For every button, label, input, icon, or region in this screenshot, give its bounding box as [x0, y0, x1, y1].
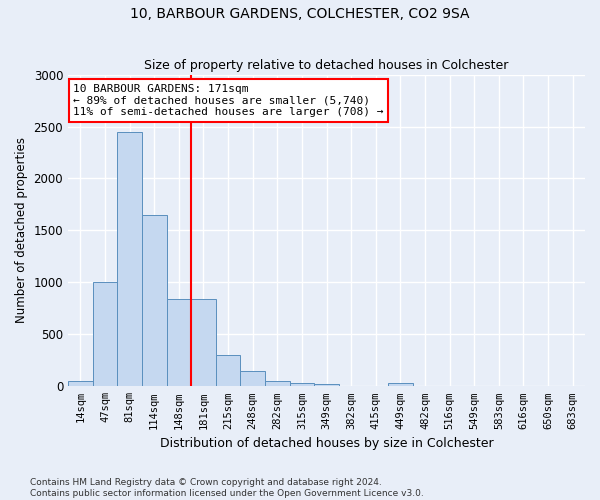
X-axis label: Distribution of detached houses by size in Colchester: Distribution of detached houses by size …: [160, 437, 493, 450]
Text: Contains HM Land Registry data © Crown copyright and database right 2024.
Contai: Contains HM Land Registry data © Crown c…: [30, 478, 424, 498]
Bar: [92, 282, 117, 387]
Bar: [388, 383, 413, 386]
Bar: [117, 132, 142, 386]
Bar: [314, 384, 339, 386]
Bar: [142, 215, 167, 386]
Bar: [216, 355, 241, 386]
Bar: [167, 299, 191, 386]
Y-axis label: Number of detached properties: Number of detached properties: [15, 138, 28, 324]
Bar: [68, 380, 92, 386]
Bar: [241, 370, 265, 386]
Text: 10 BARBOUR GARDENS: 171sqm
← 89% of detached houses are smaller (5,740)
11% of s: 10 BARBOUR GARDENS: 171sqm ← 89% of deta…: [73, 84, 384, 117]
Bar: [265, 380, 290, 386]
Bar: [290, 382, 314, 386]
Title: Size of property relative to detached houses in Colchester: Size of property relative to detached ho…: [145, 59, 509, 72]
Bar: [191, 299, 216, 386]
Text: 10, BARBOUR GARDENS, COLCHESTER, CO2 9SA: 10, BARBOUR GARDENS, COLCHESTER, CO2 9SA: [130, 8, 470, 22]
